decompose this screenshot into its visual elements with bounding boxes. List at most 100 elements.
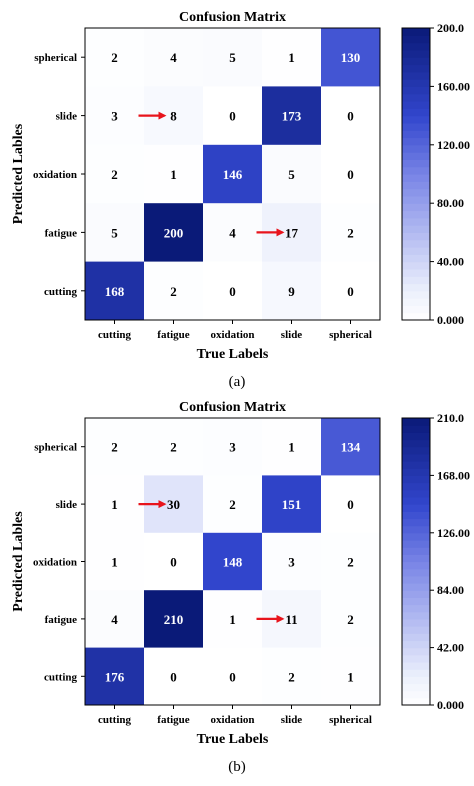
cell-value-label: 0: [170, 669, 177, 684]
x-tick-label: spherical: [329, 329, 372, 341]
cell-value-label: 9: [288, 284, 295, 299]
heatmap-cell: [262, 475, 322, 534]
cell-value-label: 30: [167, 497, 180, 512]
heatmap-cell: [144, 590, 204, 649]
cell-value-label: 1: [347, 669, 354, 684]
cell-value-label: 2: [229, 497, 236, 512]
y-tick-label: slide: [56, 111, 78, 123]
heatmap-cell: [321, 28, 381, 87]
cell-value-label: 4: [229, 225, 236, 240]
cell-value-label: 0: [347, 109, 354, 124]
heatmap-cell: [203, 28, 263, 87]
y-tick-label: fatigue: [45, 614, 78, 626]
heatmap-cell: [85, 418, 145, 476]
heatmap-cell: [321, 418, 381, 476]
heatmap-cell: [85, 203, 145, 263]
cell-value-label: 0: [229, 669, 236, 684]
heatmap-cell: [85, 647, 145, 706]
chart-title: Confusion Matrix: [179, 10, 286, 25]
y-tick-label: oxidation: [33, 557, 77, 569]
heatmap-cell: [144, 28, 204, 87]
x-tick-label: cutting: [98, 329, 132, 341]
cell-value-label: 176: [105, 669, 125, 684]
x-tick-label: oxidation: [210, 714, 254, 726]
y-tick-label: cutting: [44, 286, 78, 298]
heatmap-cell: [85, 532, 145, 591]
colorbar-tick-label: 40.00: [437, 255, 464, 269]
heatmap-cell: [321, 203, 381, 263]
heatmap-cell: [321, 144, 381, 204]
cell-value-label: 173: [282, 109, 302, 124]
cell-value-label: 200: [164, 225, 184, 240]
x-tick-label: slide: [281, 329, 303, 341]
cell-value-label: 0: [229, 109, 236, 124]
heatmap-cell: [321, 532, 381, 591]
colorbar-tick-label: 160.00: [437, 79, 470, 93]
heatmap-cell: [85, 28, 145, 87]
cell-value-label: 2: [347, 555, 354, 570]
cell-value-label: 0: [347, 284, 354, 299]
heatmap-cell: [321, 475, 381, 534]
cell-value-label: 146: [223, 167, 243, 182]
cell-value-label: 210: [164, 612, 184, 627]
x-tick-label: oxidation: [210, 329, 254, 341]
colorbar-tick-label: 84.00: [437, 583, 464, 597]
cell-value-label: 2: [111, 167, 118, 182]
cell-value-label: 2: [288, 669, 295, 684]
colorbar-tick-label: 120.00: [437, 138, 470, 152]
heatmap-cell: [321, 590, 381, 649]
y-tick-label: spherical: [34, 442, 77, 454]
cell-value-label: 1: [111, 497, 118, 512]
cell-value-label: 5: [288, 167, 295, 182]
x-tick-label: spherical: [329, 714, 372, 726]
x-tick-label: cutting: [98, 714, 132, 726]
heatmap-cell: [144, 418, 204, 476]
heatmap-cell: [203, 590, 263, 649]
heatmap-cell: [85, 590, 145, 649]
subfigure-caption: (b): [228, 759, 246, 775]
heatmap-cell: [203, 475, 263, 534]
heatmap-cell: [262, 532, 322, 591]
heatmap-cell: [203, 261, 263, 321]
y-tick-label: oxidation: [33, 169, 77, 181]
x-tick-label: slide: [281, 714, 303, 726]
cell-value-label: 3: [229, 440, 236, 455]
cell-value-label: 134: [341, 440, 361, 455]
cell-value-label: 168: [105, 284, 125, 299]
heatmap-cell: [85, 144, 145, 204]
cell-value-label: 5: [229, 50, 236, 65]
x-tick-label: fatigue: [157, 714, 190, 726]
cell-value-label: 3: [111, 109, 118, 124]
cell-value-label: 2: [170, 440, 177, 455]
heatmap-cell: [262, 144, 322, 204]
cell-value-label: 0: [229, 284, 236, 299]
heatmap-cell: [144, 647, 204, 706]
heatmap-cell: [85, 475, 145, 534]
cell-value-label: 4: [170, 50, 177, 65]
colorbar-tick-label: 80.00: [437, 196, 464, 210]
heatmap-cell: [203, 86, 263, 146]
x-tick-label: fatigue: [157, 329, 190, 341]
cell-value-label: 130: [341, 50, 361, 65]
y-tick-label: cutting: [44, 671, 78, 683]
colorbar-tick-label: 210.0: [437, 411, 464, 425]
heatmap-cell: [203, 203, 263, 263]
cell-value-label: 4: [111, 612, 118, 627]
heatmap-cell: [203, 532, 263, 591]
heatmap-cell: [203, 647, 263, 706]
cell-value-label: 2: [347, 612, 354, 627]
cell-value-label: 8: [170, 109, 177, 124]
cell-value-label: 0: [347, 497, 354, 512]
heatmap-cell: [321, 261, 381, 321]
cell-value-label: 1: [111, 555, 118, 570]
cell-value-label: 0: [170, 555, 177, 570]
heatmap-cell: [85, 86, 145, 146]
heatmap-cell: [262, 28, 322, 87]
heatmap-cell: [262, 418, 322, 476]
y-tick-label: slide: [56, 499, 78, 511]
y-axis-label: Predicted Lables: [11, 511, 26, 612]
colorbar-tick-label: 126.00: [437, 526, 470, 540]
